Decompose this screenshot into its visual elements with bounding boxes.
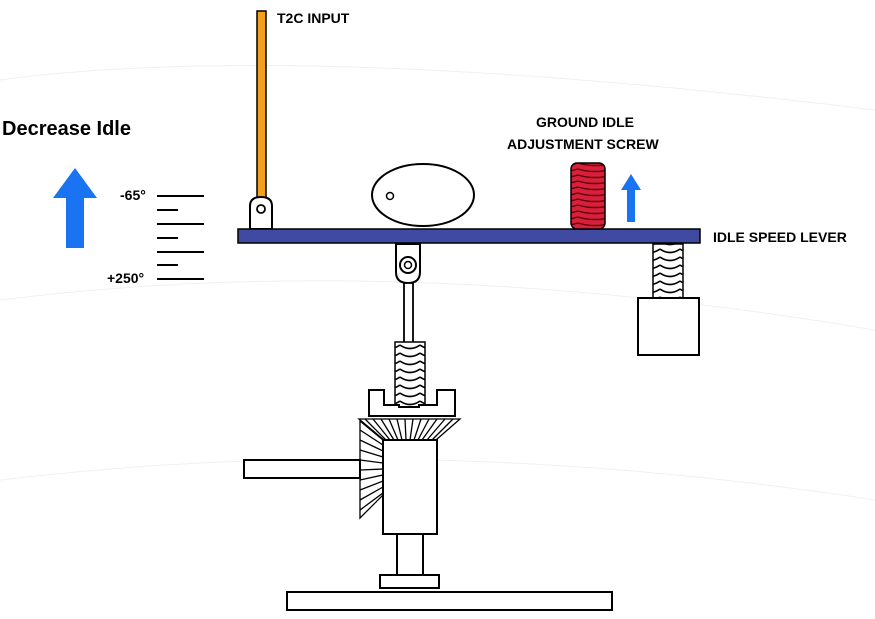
right-stop-block <box>637 297 700 356</box>
idle-speed-lever <box>237 228 701 244</box>
angle-scale <box>157 195 204 280</box>
idle-speed-lever-label: IDLE SPEED LEVER <box>713 229 847 245</box>
screw-up-arrow-icon <box>621 174 641 222</box>
shaft-collar <box>379 574 440 589</box>
ground-idle-label-line1: GROUND IDLE <box>536 114 634 130</box>
input-shaft <box>243 459 361 479</box>
decrease-idle-title: Decrease Idle <box>2 118 131 140</box>
rod-pivot-pin <box>256 204 266 214</box>
spring-seat <box>368 389 456 417</box>
lower-pivot-pin <box>403 260 413 270</box>
main-spring <box>394 341 426 411</box>
t2c-input-rod <box>256 10 267 210</box>
connecting-rod <box>403 282 414 344</box>
lower-shaft <box>396 533 424 576</box>
t2c-input-label: T2C INPUT <box>277 10 350 26</box>
scale-bottom-label: +250° <box>107 270 145 286</box>
scale-top-label: -65° <box>120 187 146 203</box>
right-spring <box>652 243 684 299</box>
bevel-gear-top <box>357 418 462 441</box>
ground-idle-adjustment-screw <box>570 162 606 230</box>
governor-body <box>382 439 438 535</box>
bevel-gear-side <box>359 419 384 520</box>
cam <box>371 163 475 227</box>
decrease-arrow-icon <box>53 168 97 248</box>
ground-idle-label-line2: ADJUSTMENT SCREW <box>507 136 659 152</box>
cam-pin <box>385 191 395 201</box>
base-plate <box>286 591 613 611</box>
